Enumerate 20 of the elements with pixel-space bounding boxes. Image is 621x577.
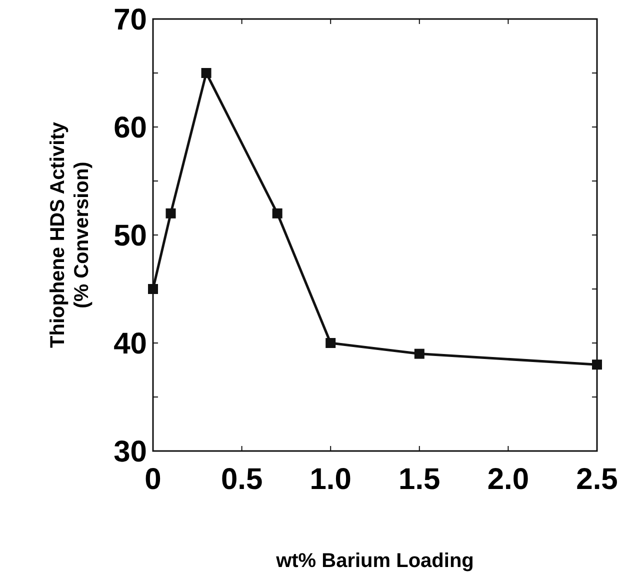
y-tick-label: 60: [114, 112, 147, 144]
x-tick-label: 1.5: [398, 463, 440, 496]
y-tick-label: 50: [114, 220, 147, 252]
y-tick-label: 70: [114, 4, 147, 36]
point: [414, 348, 424, 359]
x-axis-title: wt% Barium Loading: [275, 550, 474, 572]
x-tick-label: 0.5: [220, 463, 263, 496]
point: [272, 208, 282, 218]
point: [326, 338, 336, 348]
point: [148, 284, 158, 294]
x-tick-label: 2.5: [576, 463, 618, 496]
point: [201, 68, 212, 78]
x-tick-label: 0: [144, 463, 162, 496]
x-tick-label: 2.0: [487, 463, 530, 496]
x-tick-label: 1.0: [310, 463, 352, 496]
y-axis-title: Thiophene HDS Activity (% Conversion): [47, 121, 93, 348]
y-tick-label: 30: [114, 436, 147, 468]
point: [166, 208, 176, 218]
point: [592, 360, 602, 370]
y-tick-label: 40: [114, 328, 147, 360]
